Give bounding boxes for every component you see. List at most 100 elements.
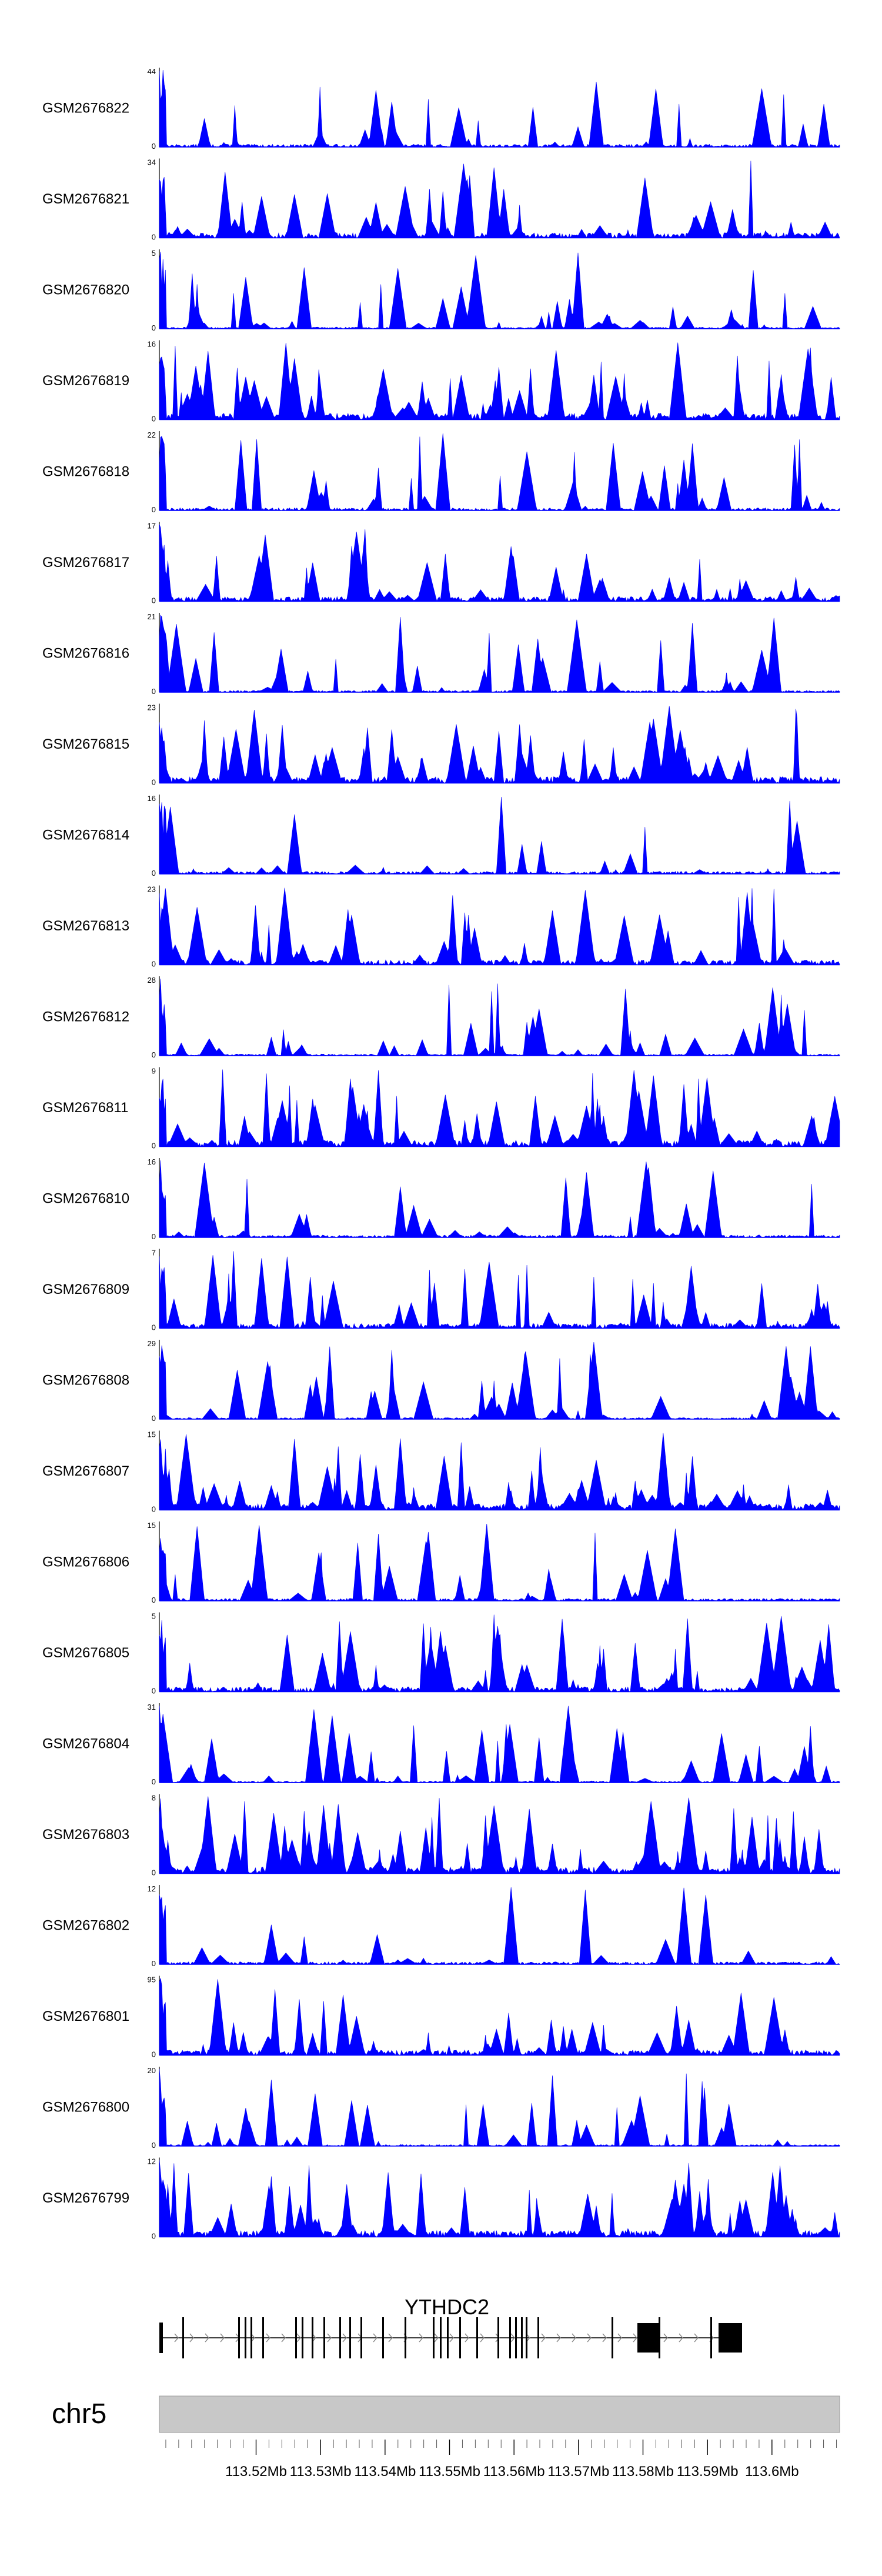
strand-arrow [541,2333,546,2343]
strand-arrow [373,2333,377,2343]
track-ymin-label: 0 [152,1687,156,1696]
track-GSM2676806: GSM2676806 15 0 [42,1521,840,1604]
exon [440,2317,442,2358]
coverage-area [159,1251,840,1329]
strand-arrow [572,2333,576,2343]
strand-arrow [419,2333,423,2343]
coverage-area [159,978,840,1056]
track-label: GSM2676821 [42,191,129,207]
track-label: GSM2676822 [42,101,129,116]
track-GSM2676811: GSM2676811 9 0 [42,1067,840,1150]
coverage-area [159,796,840,875]
track-label: GSM2676800 [42,2100,129,2115]
strand-arrow [266,2333,270,2343]
track-ymin-label: 0 [152,960,156,969]
exon [405,2317,406,2358]
axis-tick-label: 113.56Mb [483,2464,545,2480]
track-GSM2676812: GSM2676812 28 0 [42,976,840,1059]
coverage-area [159,1887,840,1965]
coverage-area [159,887,840,966]
exon [521,2317,523,2358]
track-ymin-label: 0 [152,1050,156,1059]
strand-arrow [434,2333,439,2343]
track-ymin-label: 0 [152,1414,156,1423]
coverage-area [159,342,840,421]
axis-tick-label: 113.6Mb [745,2464,799,2480]
strand-arrow [205,2333,209,2343]
coverage-area [159,1978,840,2056]
coverage-tracks: GSM2676822440GSM2676821340GSM267682050GS… [42,67,840,2241]
exon [238,2317,240,2358]
track-GSM2676802: GSM2676802 12 0 [42,1884,840,1968]
track-ymax-label: 23 [148,703,156,712]
track-ymax-label: 5 [152,249,156,258]
track-ymin-label: 0 [152,1505,156,1514]
exon [659,2317,660,2358]
axis-ticks: 113.52Mb 113.53Mb 113.54Mb 113.55Mb 113.56Mb… [165,2440,837,2480]
coverage-area [159,1069,840,1147]
track-GSM2676817: GSM2676817 17 0 [42,522,840,605]
chromosome-label: chr5 [52,2398,106,2430]
strand-arrow [556,2333,561,2343]
track-ymax-label: 9 [152,1067,156,1076]
track-label: GSM2676813 [42,918,129,934]
exon [339,2317,341,2358]
chromosome-axis: chr5 113.52Mb 113.53Mb 113.54Mb 113.55Mb 113… [52,2395,840,2480]
track-ymax-label: 29 [148,1339,156,1348]
axis-tick-label: 113.57Mb [547,2464,609,2480]
exon [537,2317,539,2358]
track-label: GSM2676819 [42,373,129,389]
track-ymax-label: 44 [148,67,156,76]
exon [459,2317,461,2358]
axis-tick-label: 113.54Mb [354,2464,416,2480]
coverage-area [159,524,840,602]
coverage-area [159,1433,840,1511]
track-label: GSM2676817 [42,555,129,570]
track-GSM2676816: GSM2676816 21 0 [42,612,840,696]
strand-arrow [633,2333,637,2343]
exon [447,2317,449,2358]
coverage-area [159,433,840,511]
track-GSM2676819: GSM2676819 16 0 [42,340,840,423]
track-GSM2676807: GSM2676807 15 0 [42,1430,840,1514]
strand-arrow [327,2333,332,2343]
track-label: GSM2676806 [42,1554,129,1570]
track-ymax-label: 22 [148,431,156,439]
strand-arrow [663,2333,668,2343]
track-label: GSM2676816 [42,646,129,662]
track-ymax-label: 16 [148,340,156,349]
axis-tick-label: 113.53Mb [290,2464,352,2480]
gene-structure [159,2317,742,2358]
track-GSM2676801: GSM2676801 95 0 [42,1976,840,2059]
exon [476,2317,478,2358]
exon [262,2317,264,2358]
track-ymax-label: 17 [148,522,156,530]
track-label: GSM2676814 [42,827,129,843]
gene-name-label: YTHDC2 [405,2295,489,2319]
track-ymin-label: 0 [152,1777,156,1786]
track-label: GSM2676805 [42,1645,129,1661]
coverage-area [159,1796,840,1874]
track-GSM2676808: GSM2676808 29 0 [42,1339,840,1423]
track-ymin-label: 0 [152,1142,156,1150]
track-ymin-label: 0 [152,323,156,332]
strand-arrow [342,2333,347,2343]
track-label: GSM2676815 [42,736,129,752]
track-label: GSM2676808 [42,1373,129,1389]
track-ymax-label: 95 [148,1976,156,1984]
track-ymin-label: 0 [152,2232,156,2241]
strand-arrow [296,2333,301,2343]
strand-arrow [480,2333,485,2343]
track-ymin-label: 0 [152,1868,156,1877]
coverage-area [159,2160,840,2238]
coverage-area [159,251,840,329]
track-ymax-label: 12 [148,1884,156,1893]
coverage-area [159,161,840,239]
track-label: GSM2676818 [42,464,129,480]
chromosome-band [159,2395,840,2433]
track-GSM2676809: GSM2676809 7 0 [42,1249,840,1332]
track-ymin-label: 0 [152,1323,156,1332]
track-ymax-label: 12 [148,2157,156,2166]
track-GSM2676803: GSM2676803 8 0 [42,1794,840,1877]
